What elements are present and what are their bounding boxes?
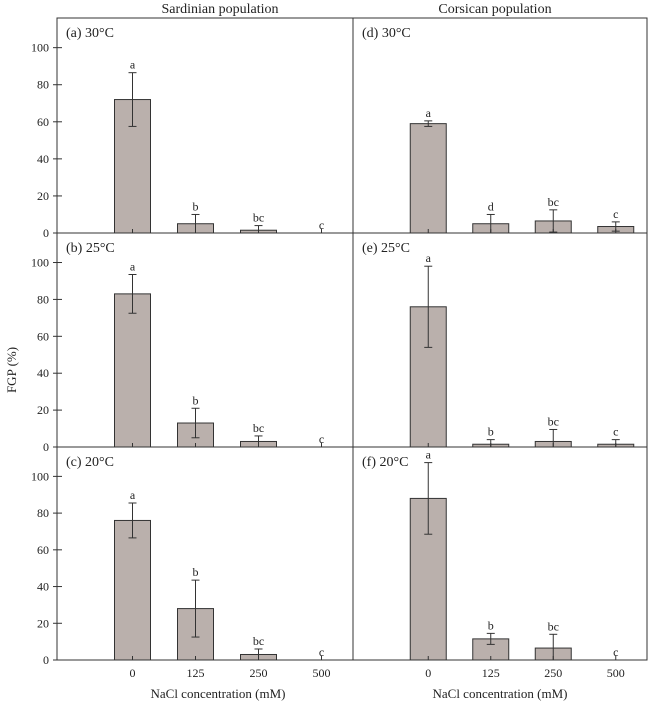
panel-label: (a) 30°C [66,26,114,41]
y-tick-label: 0 [43,653,49,667]
significance-label: bc [548,414,559,428]
significance-label: b [193,565,199,579]
y-tick-label: 100 [31,41,49,55]
y-tick-label: 80 [37,78,49,92]
significance-label: bc [253,421,264,435]
significance-label: a [130,58,136,72]
significance-label: c [319,432,324,446]
y-tick-label: 60 [37,115,49,129]
x-tick-label: 125 [482,666,500,680]
panel-2: (c) 20°C 0 20 40 60 80 100 a 0 b 125 bc 250 c 500 [31,446,354,680]
panel-frame [352,17,648,234]
y-tick-label: 80 [37,506,49,520]
x-axis-title-left: NaCl concentration (mM) [150,686,285,701]
bar [114,293,151,448]
x-tick-label: 500 [313,666,331,680]
significance-label: b [193,199,199,213]
significance-label: bc [253,634,264,648]
panel-frame [56,17,354,234]
x-tick-label: 250 [250,666,268,680]
significance-label: a [426,251,432,265]
x-tick-label: 125 [187,666,205,680]
y-tick-label: 60 [37,543,49,557]
y-tick-label: 20 [37,403,49,417]
x-tick-label: 500 [607,666,625,680]
bar [409,123,447,234]
significance-label: bc [548,619,559,633]
panel-label: (f) 20°C [362,455,408,470]
y-tick-label: 60 [37,329,49,343]
y-tick-label: 40 [37,366,49,380]
x-tick-label: 0 [425,666,431,680]
y-tick-label: 40 [37,152,49,166]
y-tick-label: 20 [37,616,49,630]
column-title-sardinian: Sardinian population [161,2,278,17]
x-tick-label: 250 [544,666,562,680]
panel-label: (c) 20°C [66,455,114,470]
panel-label: (d) 30°C [362,26,411,41]
panel-label: (b) 25°C [66,241,115,256]
y-tick-label: 80 [37,292,49,306]
x-axis-title-right: NaCl concentration (mM) [432,686,567,701]
panel-3: (d) 30°C a d bc c [352,17,648,234]
panel-frame [56,232,354,448]
x-tick-label: 0 [130,666,136,680]
significance-label: b [488,425,494,439]
significance-label: bc [548,195,559,209]
bar [114,519,151,661]
column-title-corsican: Corsican population [438,2,551,17]
significance-label: c [319,218,324,232]
significance-label: a [130,488,136,502]
significance-label: a [130,260,136,274]
y-tick-label: 100 [31,469,49,483]
significance-label: b [193,393,199,407]
significance-label: c [613,425,618,439]
significance-label: d [488,199,494,213]
y-axis-title: FGP (%) [4,347,19,393]
panel-0: (a) 30°C 0 20 40 60 80 100 a b bc c [31,17,354,240]
y-tick-label: 40 [37,580,49,594]
significance-label: bc [253,211,264,225]
significance-label: a [426,448,432,462]
y-tick-label: 100 [31,256,49,270]
y-tick-label: 20 [37,189,49,203]
significance-label: c [613,645,618,659]
panel-label: (e) 25°C [362,241,410,256]
panel-frame [352,232,648,448]
significance-label: c [319,645,324,659]
significance-label: a [426,106,432,120]
y-tick-label: 0 [43,226,49,240]
panel-1: (b) 25°C 0 20 40 60 80 100 a b bc c [31,232,354,454]
panel-4: (e) 25°C a b bc c [352,232,648,448]
panel-5: (f) 20°C a 0 b 125 bc 250 c 500 [352,446,648,680]
y-tick-label: 0 [43,440,49,454]
significance-label: c [613,207,618,221]
panel-frame [352,446,648,661]
significance-label: b [488,618,494,632]
